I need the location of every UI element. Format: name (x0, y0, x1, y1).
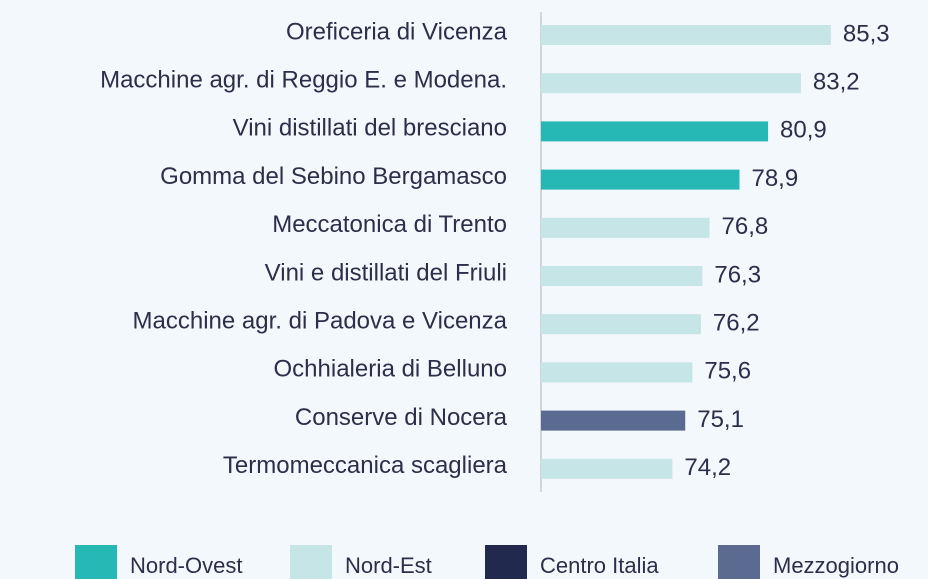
legend-label: Mezzogiorno (773, 553, 899, 578)
bar (541, 362, 693, 383)
bar (541, 314, 701, 335)
bar (541, 73, 801, 94)
bar (541, 217, 710, 238)
bar (541, 121, 769, 142)
value-label: 76,2 (713, 310, 760, 337)
legend-label: Nord-Est (345, 553, 432, 578)
value-label: 76,8 (722, 213, 769, 240)
bar (541, 25, 831, 45)
legend-label: Nord-Ovest (130, 553, 242, 578)
value-label: 75,6 (704, 358, 751, 385)
value-label: 74,2 (684, 454, 731, 481)
value-label: 80,9 (780, 117, 827, 144)
category-label: Ochhialeria di Belluno (274, 356, 507, 383)
value-label: 83,2 (813, 69, 860, 96)
legend-swatch (485, 545, 527, 579)
category-label: Gomma del Sebino Bergamasco (160, 163, 507, 190)
category-label: Termomeccanica scagliera (223, 452, 508, 479)
category-label: Conserve di Nocera (295, 404, 508, 431)
legend-swatch (718, 545, 760, 579)
value-label: 85,3 (843, 20, 890, 47)
value-label: 76,3 (714, 261, 761, 288)
bar (541, 266, 703, 286)
value-label: 75,1 (697, 406, 744, 433)
category-label: Vini distillati del bresciano (233, 115, 507, 142)
category-label: Macchine agr. di Reggio E. e Modena. (100, 67, 507, 94)
legend-label: Centro Italia (540, 553, 659, 578)
bar (541, 410, 686, 431)
bar (541, 458, 673, 479)
category-label: Vini e distillati del Friuli (265, 259, 507, 286)
category-label: Oreficeria di Vicenza (286, 18, 508, 45)
legend-swatch (75, 545, 117, 579)
legend-swatch (290, 545, 332, 579)
category-label: Macchine agr. di Padova e Vicenza (133, 308, 508, 335)
value-label: 78,9 (751, 165, 798, 192)
category-label: Meccatonica di Trento (272, 211, 507, 238)
bar (541, 169, 740, 190)
